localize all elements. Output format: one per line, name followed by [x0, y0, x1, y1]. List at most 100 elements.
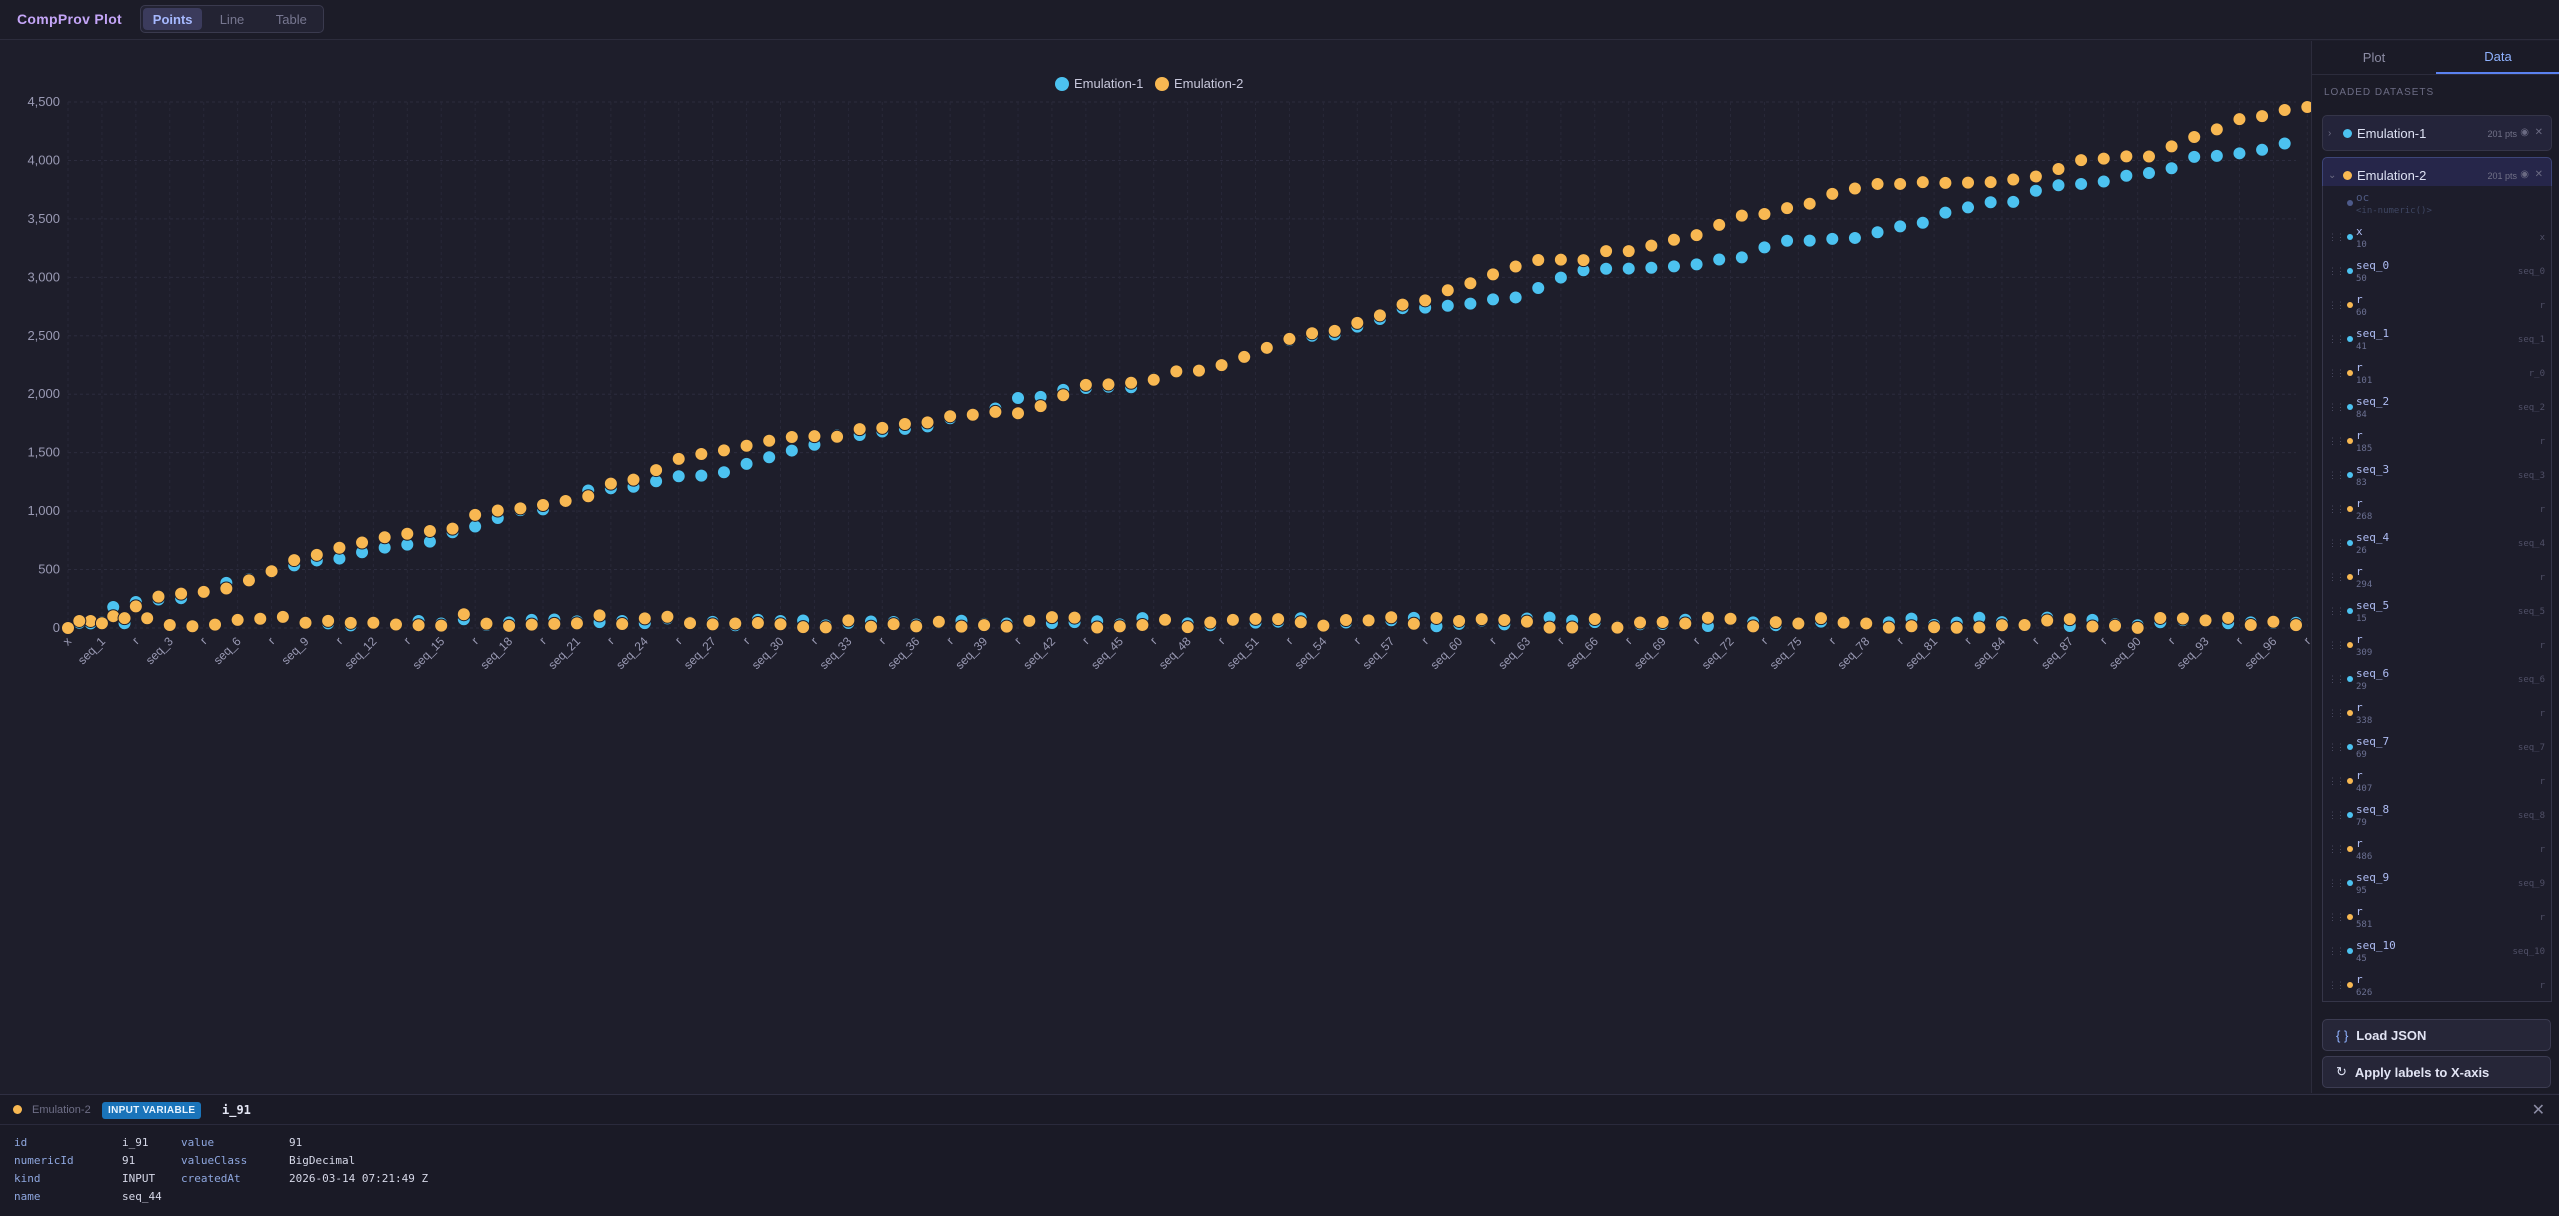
node-dot [2347, 914, 2353, 920]
visibility-icon[interactable]: ◉ [2520, 127, 2529, 138]
detail-panel: Emulation-2 INPUT VARIABLE i_91 ✕ id i_9… [0, 1094, 2559, 1216]
x-tick-label: seq_6 [211, 634, 244, 667]
drag-handle-icon[interactable]: ⋮⋮ [2328, 742, 2345, 752]
tree-node[interactable]: ⋮⋮ seq_6 29 seq_6 [2323, 664, 2551, 698]
drag-handle-icon[interactable]: ⋮⋮ [2328, 402, 2345, 412]
tree-node[interactable]: ⋮⋮ r 268 r [2323, 494, 2551, 528]
data-point-emulation-2 [807, 429, 822, 444]
tab-plot[interactable]: Plot [2362, 50, 2386, 65]
data-point-emulation-2 [490, 503, 505, 518]
tree-node[interactable]: ⋮⋮ seq_2 84 seq_2 [2323, 392, 2551, 426]
tree-node[interactable]: ⋮⋮ r 60 r [2323, 290, 2551, 324]
tree-node[interactable]: ⋮⋮ x 10 x [2323, 222, 2551, 256]
drag-handle-icon[interactable]: ⋮⋮ [2328, 946, 2345, 956]
x-tick-label: r [1079, 634, 1092, 647]
drag-handle-icon[interactable]: ⋮⋮ [2328, 266, 2345, 276]
drag-handle-icon[interactable]: ⋮⋮ [2328, 436, 2345, 446]
data-point-emulation-1 [468, 519, 483, 534]
detail-header: Emulation-2 INPUT VARIABLE i_91 ✕ [0, 1095, 2559, 1125]
tree-node[interactable]: ⋮⋮ seq_0 50 seq_0 [2323, 256, 2551, 290]
drag-handle-icon[interactable]: ⋮⋮ [2328, 606, 2345, 616]
tree-node[interactable]: ⋮⋮ r 407 r [2323, 766, 2551, 800]
drag-handle-icon[interactable]: ⋮⋮ [2328, 300, 2345, 310]
y-tick-label: 500 [38, 562, 60, 577]
node-value: 95 [2356, 886, 2367, 896]
tab-line[interactable]: Line [219, 11, 245, 27]
node-name: seq_7 [2356, 735, 2390, 748]
node-name: seq_0 [2356, 259, 2390, 272]
prop-key: id [14, 1136, 28, 1149]
drag-handle-icon[interactable]: ⋮⋮ [2328, 980, 2345, 990]
tree-node[interactable]: ⋮⋮ r 626 r [2323, 970, 2551, 1001]
data-point-emulation-2 [852, 422, 867, 437]
dataset-card-emulation-1[interactable]: › Emulation-1 201 pts ◉ ✕ [2322, 115, 2552, 151]
data-point-emulation-2 [1633, 615, 1648, 630]
node-dot [2347, 370, 2353, 376]
data-point-emulation-2 [400, 526, 415, 541]
data-point-emulation-1 [2277, 136, 2292, 151]
x-tick-label: seq_66 [1563, 634, 1601, 672]
chevron-right-icon[interactable]: › [2328, 128, 2332, 139]
node-id: seq_4 [2517, 539, 2545, 549]
data-point-emulation-2 [875, 420, 890, 435]
node-dot [2347, 846, 2353, 852]
tree-node[interactable]: ⋮⋮ seq_7 69 seq_7 [2323, 732, 2551, 766]
drag-handle-icon[interactable]: ⋮⋮ [2328, 776, 2345, 786]
drag-handle-icon[interactable]: ⋮⋮ [2328, 810, 2345, 820]
tree-node[interactable]: ⋮⋮ seq_9 95 seq_9 [2323, 868, 2551, 902]
tree-node[interactable]: ⋮⋮ r 581 r [2323, 902, 2551, 936]
data-point-emulation-2 [1519, 614, 1534, 629]
tree-node[interactable]: ⋮⋮ r 101 r_0 [2323, 358, 2551, 392]
x-tick-label: r [1486, 634, 1499, 647]
tree-node[interactable]: ⋮⋮ seq_5 15 seq_5 [2323, 596, 2551, 630]
load-json-button[interactable]: { } Load JSON [2322, 1019, 2551, 1051]
tree-node[interactable]: ⋮⋮ seq_3 83 seq_3 [2323, 460, 2551, 494]
node-name: r [2356, 973, 2363, 986]
prop-key: kind [14, 1172, 41, 1185]
drag-handle-icon[interactable]: ⋮⋮ [2328, 470, 2345, 480]
drag-handle-icon[interactable]: ⋮⋮ [2328, 912, 2345, 922]
data-point-emulation-2 [287, 553, 302, 568]
data-point-emulation-2 [479, 616, 494, 631]
tree-node[interactable]: ⋮⋮ seq_10 45 seq_10 [2323, 936, 2551, 970]
tree-node[interactable]: ⋮⋮ r 309 r [2323, 630, 2551, 664]
close-icon[interactable]: ✕ [2534, 127, 2543, 138]
drag-handle-icon[interactable]: ⋮⋮ [2328, 844, 2345, 854]
drag-handle-icon[interactable]: ⋮⋮ [2328, 368, 2345, 378]
tree-node[interactable]: ⋮⋮ r 185 r [2323, 426, 2551, 460]
drag-handle-icon[interactable]: ⋮⋮ [2328, 504, 2345, 514]
tree-node[interactable]: ⋮⋮ seq_8 79 seq_8 [2323, 800, 2551, 834]
close-icon[interactable]: ✕ [2534, 169, 2543, 180]
data-point-emulation-2 [1666, 232, 1681, 247]
data-point-emulation-1 [2119, 168, 2134, 183]
drag-handle-icon[interactable]: ⋮⋮ [2328, 538, 2345, 548]
drag-handle-icon[interactable]: ⋮⋮ [2328, 878, 2345, 888]
tab-table[interactable]: Table [275, 11, 307, 27]
data-point-emulation-2 [174, 586, 189, 601]
drag-handle-icon[interactable]: ⋮⋮ [2328, 640, 2345, 650]
tab-points[interactable]: Points [143, 8, 203, 30]
close-icon[interactable]: ✕ [2531, 1102, 2545, 1119]
drag-handle-icon[interactable]: ⋮⋮ [2328, 674, 2345, 684]
tab-data[interactable]: Data [2436, 41, 2559, 74]
drag-handle-icon[interactable]: ⋮⋮ [2328, 708, 2345, 718]
drag-handle-icon[interactable]: ⋮⋮ [2328, 232, 2345, 242]
node-dot [2347, 574, 2353, 580]
chevron-down-icon[interactable]: ⌄ [2328, 170, 2337, 181]
visibility-icon[interactable]: ◉ [2520, 169, 2529, 180]
tree-node[interactable]: ⋮⋮ seq_1 41 seq_1 [2323, 324, 2551, 358]
tree-node[interactable]: ⋮⋮ r 338 r [2323, 698, 2551, 732]
tree-node[interactable]: ⋮⋮ seq_4 26 seq_4 [2323, 528, 2551, 562]
data-point-emulation-1 [2164, 161, 2179, 176]
drag-handle-icon[interactable]: ⋮⋮ [2328, 572, 2345, 582]
tree-node[interactable]: ⋮⋮ r 294 r [2323, 562, 2551, 596]
apply-labels-button[interactable]: ↻ Apply labels to X-axis [2322, 1056, 2551, 1088]
data-point-emulation-2 [502, 618, 517, 633]
dataset-color-dot [2343, 171, 2352, 180]
tree-node[interactable]: ⋮⋮ r 486 r [2323, 834, 2551, 868]
x-tick-label: seq_57 [1360, 634, 1398, 672]
data-point-emulation-2 [1022, 613, 1037, 628]
tree-root-node[interactable]: oc <in-numeric()> [2323, 188, 2551, 222]
drag-handle-icon[interactable]: ⋮⋮ [2328, 334, 2345, 344]
data-point-emulation-2 [1587, 611, 1602, 626]
